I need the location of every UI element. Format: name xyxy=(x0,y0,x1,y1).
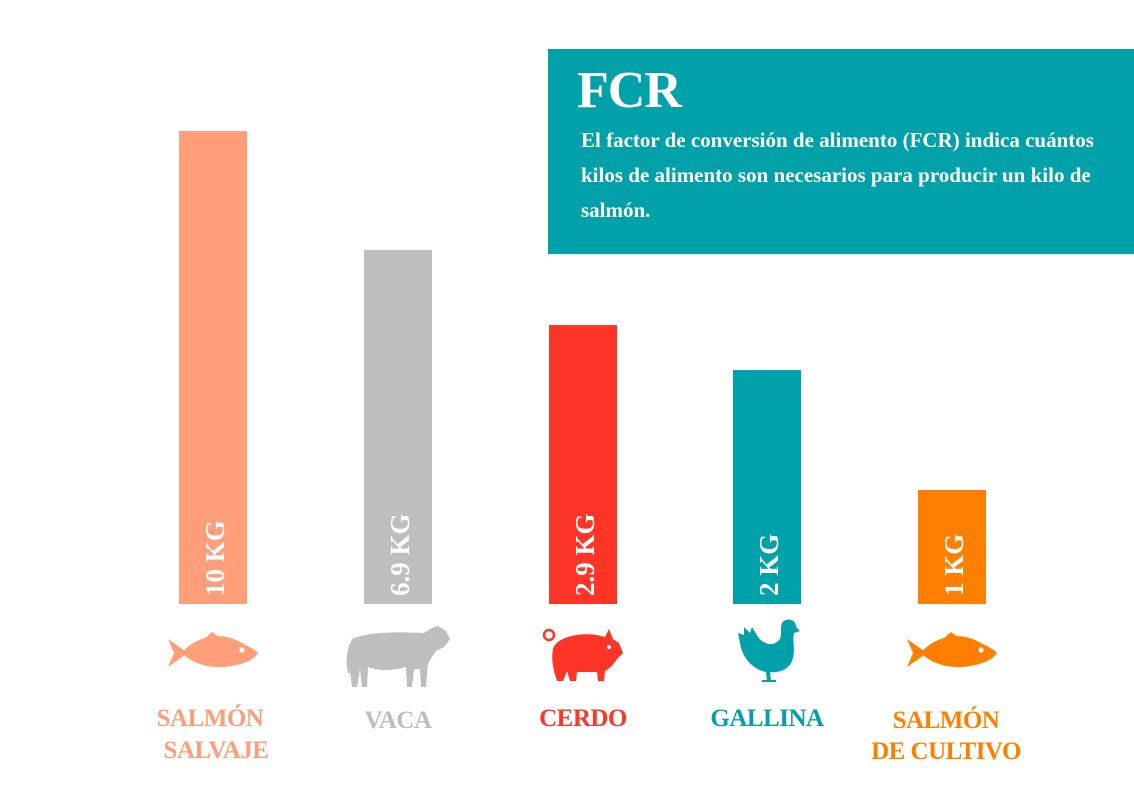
bar xyxy=(733,370,801,604)
fish-icon xyxy=(907,632,997,668)
cow-icon xyxy=(346,626,450,687)
bar xyxy=(918,490,986,604)
info-description: El factor de conversión de alimento (FCR… xyxy=(581,128,1094,222)
bar-value-label: 10 KG xyxy=(200,520,230,596)
pig-icon xyxy=(542,628,623,681)
bar xyxy=(179,131,247,604)
bar xyxy=(364,250,432,604)
bar xyxy=(549,325,617,604)
fcr-info-box: FCR El factor de conversión de alimento … xyxy=(548,49,1134,254)
category-label: SALMÓN xyxy=(157,704,264,732)
chicken-icon xyxy=(738,619,800,682)
category-label: GALLINA xyxy=(710,705,824,732)
category-label: CERDO xyxy=(539,705,627,732)
bar-value-label: 2 KG xyxy=(754,534,784,596)
info-title: FCR xyxy=(577,62,682,119)
category-label: SALMÓN xyxy=(893,706,1000,734)
category-label: SALVAJE xyxy=(164,737,269,764)
fish-icon xyxy=(168,632,258,668)
category-label: DE CULTIVO xyxy=(871,738,1021,765)
bar-value-label: 2.9 KG xyxy=(570,513,600,596)
bar-value-label: 6.9 KG xyxy=(385,513,415,596)
bar-value-label: 1 KG xyxy=(939,534,969,596)
category-label: VACA xyxy=(365,707,432,734)
